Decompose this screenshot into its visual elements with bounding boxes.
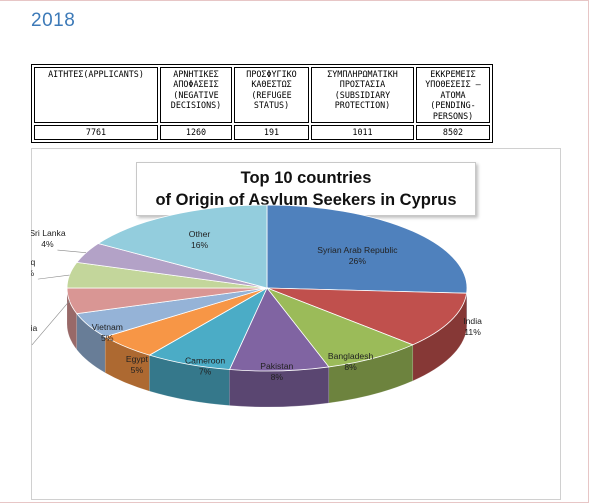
value-applicants: 7761 [34, 125, 158, 141]
header-refugee-status: ΠΡΟΣΦΥΓΙΚΟ ΚΑΘΕΣΤΩΣ (REFUGEE STATUS) [234, 67, 309, 124]
pie-chart: Top 10 countries of Origin of Asylum See… [31, 148, 561, 500]
slice-label-iraq: Iraq [31, 257, 36, 267]
header-pending-persons: ΕΚΚΡΕΜΕΙΣ ΥΠΟΘΕΣΕΙΣ – ΑΤΟΜΑ (PENDING- PE… [416, 67, 490, 124]
slice-label-pakistan: Pakistan [260, 361, 293, 371]
value-negative-decisions: 1260 [160, 125, 232, 141]
slice-syrian-arab-republic [266, 204, 468, 294]
slice-label-egypt: Egypt [126, 354, 149, 364]
header-applicants: ΑΙΤΗΤΕΣ(APPLICANTS) [34, 67, 158, 124]
slice-value-bangladesh: 8% [344, 362, 357, 372]
slice-label-india: India [463, 316, 482, 326]
slice-value-pakistan: 8% [271, 372, 284, 382]
slice-label-vietnam: Vietnam [92, 322, 123, 332]
year-heading: 2018 [31, 10, 76, 31]
table-row: 7761 1260 191 1011 8502 [34, 125, 490, 141]
slice-value-india: 11% [464, 327, 481, 337]
leader-line-iraq [37, 274, 70, 280]
slice-label-bangladesh: Bangladesh [328, 351, 374, 361]
slice-value-syrian-arab-republic: 26% [349, 256, 367, 266]
slice-label-georgia: Georgia [31, 323, 37, 333]
slice-value-other: 16% [191, 240, 209, 250]
slice-india [266, 287, 468, 346]
chart-title-line1: Top 10 countries [240, 169, 372, 187]
header-negative-decisions: ΑΡΝΗΤΙΚΕΣ ΑΠΟΦΑΣΕΙΣ (NEGATIVE DECISIONS) [160, 67, 232, 124]
header-subsidiary-protection: ΣΥΜΠΛΗΡΩΜΑΤΙΚΗ ΠΡΟΣΤΑΣΙΑ (SUBSIDIARY PRO… [311, 67, 414, 124]
slice-label-sri-lanka: Sri Lanka [31, 228, 66, 238]
slice-value-sri-lanka: 4% [41, 239, 54, 249]
leader-line-sri-lanka [57, 249, 87, 253]
slice-label-syrian-arab-republic: Syrian Arab Republic [317, 245, 398, 255]
leader-line-georgia [31, 300, 70, 346]
value-pending-persons: 8502 [416, 125, 490, 141]
slice-pakistan [228, 287, 330, 372]
slice-value-egypt: 5% [131, 365, 144, 375]
asylum-stats-table: ΑΙΤΗΤΕΣ(APPLICANTS) ΑΡΝΗΤΙΚΕΣ ΑΠΟΦΑΣΕΙΣ … [31, 64, 493, 144]
slice-value-cameroon: 7% [199, 367, 212, 377]
slice-value-iraq: 5% [31, 268, 34, 278]
slice-other [97, 204, 268, 289]
value-subsidiary-protection: 1011 [311, 125, 414, 141]
slice-value-vietnam: 5% [101, 333, 114, 343]
slice-bangladesh [265, 287, 414, 368]
value-refugee-status: 191 [234, 125, 309, 141]
slice-label-cameroon: Cameroon [185, 356, 225, 366]
slice-label-other: Other [189, 229, 211, 239]
